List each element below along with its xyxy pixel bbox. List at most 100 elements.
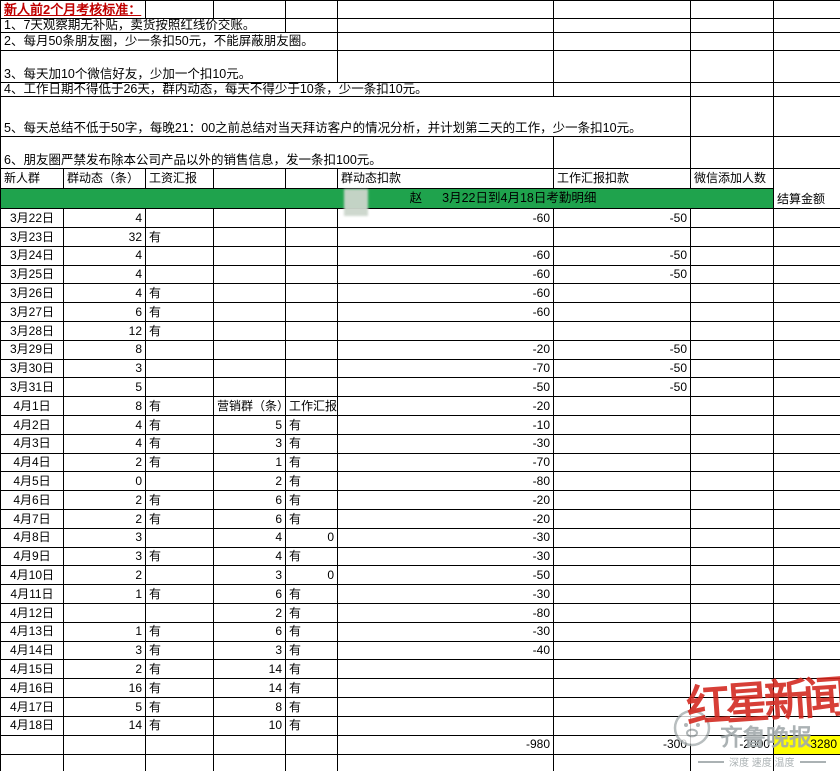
cell-wechat-adds[interactable] [690, 302, 775, 323]
cell-group-deduction[interactable]: -30 [337, 584, 555, 604]
cell-marketing-posts[interactable] [213, 302, 287, 323]
cell-marketing-posts[interactable] [213, 753, 287, 771]
cell-date[interactable]: 4月2日 [0, 415, 64, 435]
cell-work-report[interactable] [285, 283, 339, 304]
cell-group-posts[interactable] [62, 734, 147, 755]
cell-group-posts[interactable]: 4 [62, 433, 147, 454]
cell-work-report[interactable] [285, 377, 339, 398]
cell-group-posts[interactable]: 3 [62, 358, 147, 379]
cell-group-posts[interactable]: 4 [62, 264, 147, 285]
header-group-posts[interactable]: 群动态（条） [62, 168, 147, 190]
cell-wechat-adds[interactable] [690, 396, 775, 417]
cell-settlement[interactable] [773, 546, 840, 567]
cell-report-deduction[interactable] [553, 584, 692, 604]
cell-group-deduction[interactable]: -60 [337, 245, 555, 266]
cell-group-deduction[interactable] [337, 715, 555, 736]
cell-date[interactable]: 3月23日 [0, 227, 64, 247]
cell-wechat-adds[interactable] [690, 377, 775, 398]
cell-empty[interactable] [773, 96, 840, 138]
rule-text-cell[interactable]: 1、7天观察期无补贴，卖货按照红线价交账。 [0, 17, 287, 34]
cell-report-deduction[interactable]: -50 [553, 377, 692, 398]
cell-marketing-posts[interactable] [213, 321, 287, 341]
cell-report-deduction[interactable] [553, 471, 692, 492]
cell-wechat-adds[interactable] [690, 621, 775, 642]
cell-settlement[interactable] [773, 490, 840, 510]
cell-wechat-adds[interactable] [690, 433, 775, 454]
cell-group-deduction[interactable]: -40 [337, 640, 555, 661]
cell-group-posts[interactable]: 2 [62, 509, 147, 529]
cell-marketing-posts[interactable]: 5 [213, 415, 287, 435]
cell-group-deduction[interactable]: -50 [337, 565, 555, 586]
cell-work-report[interactable] [285, 227, 339, 247]
cell-marketing-posts[interactable]: 8 [213, 696, 287, 717]
cell-salary-report[interactable]: 有 [145, 696, 215, 717]
cell-salary-report[interactable]: 有 [145, 490, 215, 510]
banner-cell[interactable]: 赵 3月22日到4月18日考勤明细 [0, 188, 775, 210]
cell-group-posts[interactable]: 4 [62, 283, 147, 304]
cell-salary-report[interactable]: 有 [145, 415, 215, 435]
cell-settlement[interactable] [773, 302, 840, 323]
cell-empty[interactable] [553, 136, 692, 170]
cell-salary-report[interactable]: 有 [145, 659, 215, 680]
header-new-group[interactable]: 新人群 [0, 168, 64, 190]
cell-work-report[interactable] [285, 245, 339, 266]
cell-settlement[interactable] [773, 396, 840, 417]
cell-wechat-adds[interactable] [690, 227, 775, 247]
cell-salary-report[interactable]: 有 [145, 283, 215, 304]
header-report-deduction[interactable]: 工作汇报扣款 [553, 168, 692, 190]
cell-marketing-posts[interactable] [213, 283, 287, 304]
cell-group-deduction[interactable]: -50 [337, 377, 555, 398]
cell-empty[interactable] [690, 50, 775, 84]
cell-empty[interactable] [553, 50, 692, 84]
cell-empty[interactable] [285, 17, 339, 34]
cell-settlement[interactable] [773, 339, 840, 360]
cell-empty[interactable] [773, 136, 840, 170]
cell-group-posts[interactable]: 2 [62, 490, 147, 510]
cell-report-deduction[interactable] [553, 546, 692, 567]
cell-settlement[interactable] [773, 358, 840, 379]
cell-salary-report[interactable]: 有 [145, 584, 215, 604]
cell-work-report[interactable]: 工作汇报 [285, 396, 339, 417]
cell-empty[interactable] [773, 17, 840, 34]
cell-date[interactable]: 4月17日 [0, 696, 64, 717]
cell-date[interactable]: 4月5日 [0, 471, 64, 492]
cell-group-posts[interactable]: 4 [62, 415, 147, 435]
cell-group-posts[interactable]: 1 [62, 621, 147, 642]
cell-group-posts[interactable]: 0 [62, 471, 147, 492]
cell-settlement[interactable] [773, 471, 840, 492]
cell-salary-report[interactable] [145, 208, 215, 229]
cell-salary-report[interactable]: 有 [145, 509, 215, 529]
cell-settlement[interactable] [773, 377, 840, 398]
cell-report-deduction[interactable] [553, 527, 692, 548]
cell-empty[interactable] [213, 0, 287, 19]
cell-settlement[interactable] [773, 227, 840, 247]
cell-empty[interactable] [337, 0, 555, 19]
cell-group-deduction[interactable]: -70 [337, 358, 555, 379]
cell-work-report[interactable]: 有 [285, 509, 339, 529]
cell-settlement[interactable] [773, 621, 840, 642]
cell-date[interactable]: 3月24日 [0, 245, 64, 266]
cell-report-deduction[interactable] [553, 283, 692, 304]
cell-wechat-adds[interactable] [690, 640, 775, 661]
cell-group-posts[interactable]: 3 [62, 640, 147, 661]
cell-marketing-posts[interactable]: 2 [213, 602, 287, 623]
cell-marketing-posts[interactable] [213, 339, 287, 360]
cell-salary-report[interactable] [145, 527, 215, 548]
cell-empty[interactable] [773, 50, 840, 84]
cell-salary-report[interactable] [145, 565, 215, 586]
cell-salary-report[interactable] [145, 602, 215, 623]
cell-wechat-adds[interactable] [690, 584, 775, 604]
cell-marketing-posts[interactable]: 4 [213, 546, 287, 567]
cell-group-posts[interactable]: 2 [62, 452, 147, 473]
cell-work-report[interactable]: 有 [285, 433, 339, 454]
rules-title-cell[interactable]: 新人前2个月考核标准： [0, 0, 147, 19]
cell-wechat-adds[interactable] [690, 565, 775, 586]
cell-work-report[interactable]: 有 [285, 621, 339, 642]
cell-empty[interactable] [553, 32, 692, 52]
cell-marketing-posts[interactable] [213, 227, 287, 247]
rule-text-cell[interactable]: 6、朋友圈严禁发布除本公司产品以外的销售信息，发一条扣100元。 [0, 136, 555, 170]
cell-report-deduction[interactable] [553, 490, 692, 510]
cell-wechat-adds[interactable] [690, 527, 775, 548]
cell-group-posts[interactable]: 5 [62, 377, 147, 398]
cell-empty[interactable] [690, 136, 775, 170]
